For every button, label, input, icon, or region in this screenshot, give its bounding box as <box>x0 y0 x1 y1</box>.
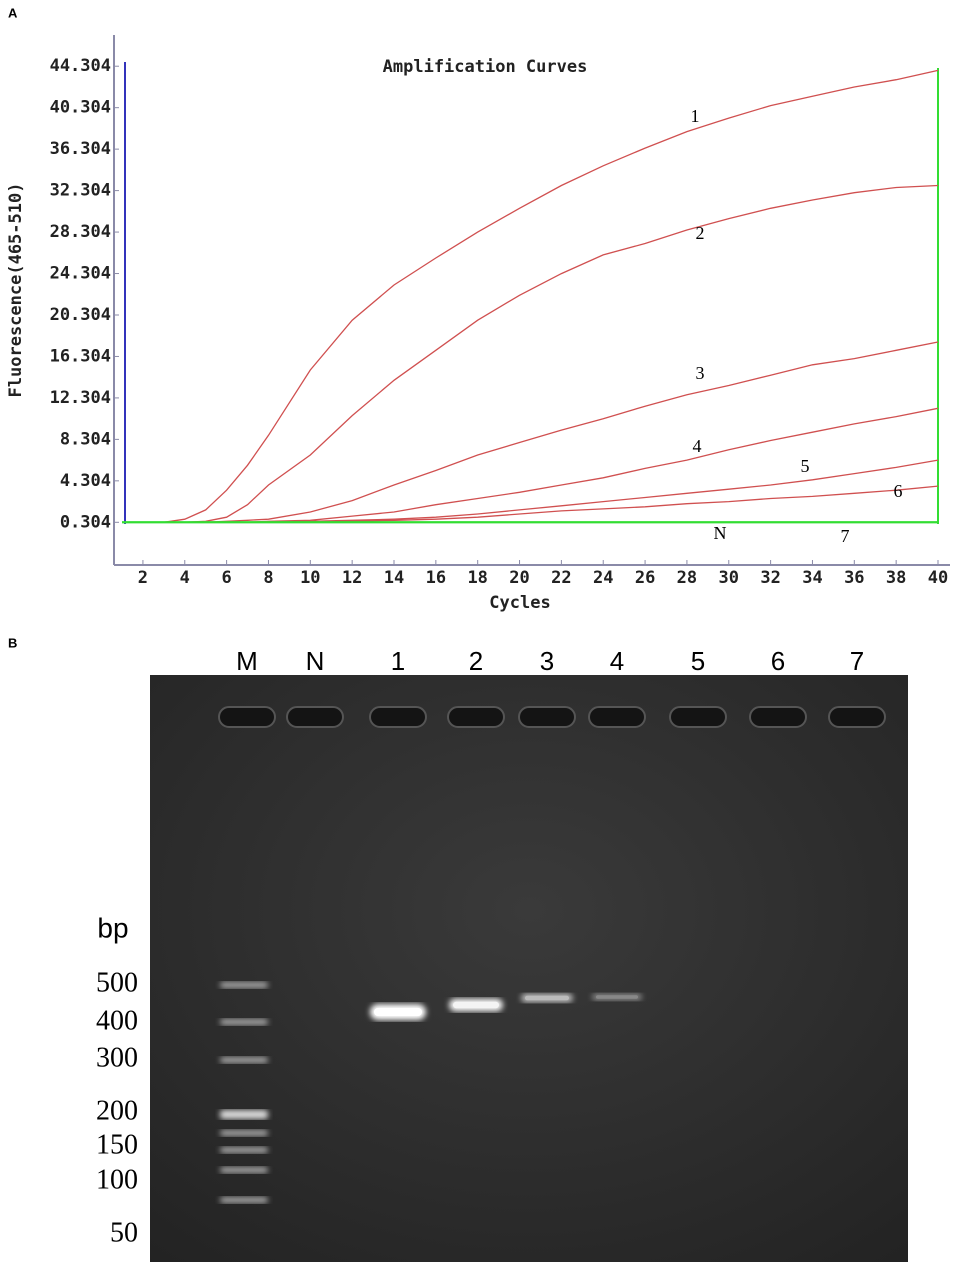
ladder-band <box>220 1197 268 1203</box>
ladder-band <box>220 982 268 988</box>
size-label: 400 <box>96 1005 138 1036</box>
y-tick-label: 0.304 <box>60 512 111 532</box>
lane-label: 2 <box>469 646 483 676</box>
x-tick-label: 12 <box>342 568 362 588</box>
series-label: N <box>714 523 727 543</box>
size-label: 200 <box>96 1095 138 1126</box>
ladder-band <box>220 1057 268 1063</box>
lane-label: N <box>306 646 325 676</box>
x-tick-label: 14 <box>384 568 404 588</box>
x-tick-label: 36 <box>844 568 864 588</box>
x-tick-label: 40 <box>928 568 948 588</box>
lane-label: 4 <box>610 646 624 676</box>
well <box>669 706 727 728</box>
x-tick-label: 10 <box>300 568 320 588</box>
size-label: 500 <box>96 967 138 998</box>
series-label: 3 <box>696 363 705 383</box>
sample-band-core <box>374 1008 422 1016</box>
x-tick-label: 18 <box>467 568 487 588</box>
series-label: 7 <box>841 526 850 546</box>
y-tick-label: 4.304 <box>60 471 111 491</box>
size-label: 100 <box>96 1164 138 1195</box>
x-tick-label: 16 <box>426 568 446 588</box>
ladder-band <box>220 1130 268 1136</box>
series-label: 1 <box>691 106 700 126</box>
well <box>518 706 576 728</box>
plot: 0.304 4.304 8.304 12.304 16.304 20.304 24.304 2… <box>50 56 949 588</box>
y-tick-label: 12.304 <box>50 388 111 408</box>
well <box>369 706 427 728</box>
well <box>749 706 807 728</box>
chart-title: Amplification Curves <box>383 57 588 77</box>
sample-band-core <box>525 995 569 1001</box>
x-tick-label: 38 <box>886 568 906 588</box>
x-tick-label: 24 <box>593 568 613 588</box>
size-label: 50 <box>110 1217 138 1248</box>
well <box>286 706 344 728</box>
x-tick-label: 6 <box>221 568 231 588</box>
lane-label: 3 <box>540 646 554 676</box>
series-line <box>163 407 939 523</box>
x-tick-label: 26 <box>635 568 655 588</box>
sample-band-core <box>596 995 638 999</box>
lane-label: 6 <box>771 646 785 676</box>
size-label: 300 <box>96 1042 138 1073</box>
lane-label: 7 <box>850 646 864 676</box>
y-tick-label: 36.304 <box>50 139 111 159</box>
sample-band-core <box>453 1001 499 1009</box>
y-tick-label: 20.304 <box>50 305 111 325</box>
series-line <box>163 459 939 523</box>
x-axis-label: Cycles <box>489 593 550 613</box>
y-tick-label: 16.304 <box>50 346 111 366</box>
series-label: 5 <box>801 456 810 476</box>
well <box>447 706 505 728</box>
panel-label: B <box>8 635 17 650</box>
x-tick-label: 8 <box>263 568 273 588</box>
x-tick-label: 34 <box>802 568 822 588</box>
series-label: 2 <box>696 223 705 243</box>
size-label: 150 <box>96 1129 138 1160</box>
ladder-band <box>220 1167 268 1173</box>
x-tick-label: 32 <box>760 568 780 588</box>
well <box>588 706 646 728</box>
ladder-band <box>220 1147 268 1153</box>
series-line <box>163 69 939 523</box>
panel-label: A <box>8 5 18 20</box>
series-line <box>163 341 939 523</box>
series-label: 6 <box>894 481 903 501</box>
series-line <box>163 184 939 523</box>
lane-label: 1 <box>391 646 405 676</box>
lane-label: 5 <box>691 646 705 676</box>
y-tick-label: 24.304 <box>50 264 111 284</box>
lane-label: M <box>236 646 258 676</box>
x-tick-label: 20 <box>509 568 529 588</box>
y-tick-label: 44.304 <box>50 56 111 76</box>
ladder-band <box>220 1019 268 1025</box>
well <box>218 706 276 728</box>
x-tick-label: 30 <box>719 568 739 588</box>
y-tick-label: 28.304 <box>50 222 111 242</box>
series-label: 4 <box>693 436 702 456</box>
unit-label: bp <box>97 912 128 943</box>
x-tick-label: 4 <box>180 568 190 588</box>
x-tick-label: 2 <box>138 568 148 588</box>
x-tick-label: 28 <box>677 568 697 588</box>
y-tick-label: 40.304 <box>50 98 111 118</box>
gel-image <box>150 675 908 1262</box>
y-axis-label: Fluorescence(465-510) <box>6 183 26 398</box>
y-tick-label: 8.304 <box>60 429 111 449</box>
well <box>828 706 886 728</box>
ladder-band <box>220 1110 268 1119</box>
y-tick-label: 32.304 <box>50 181 111 201</box>
x-tick-label: 22 <box>551 568 571 588</box>
